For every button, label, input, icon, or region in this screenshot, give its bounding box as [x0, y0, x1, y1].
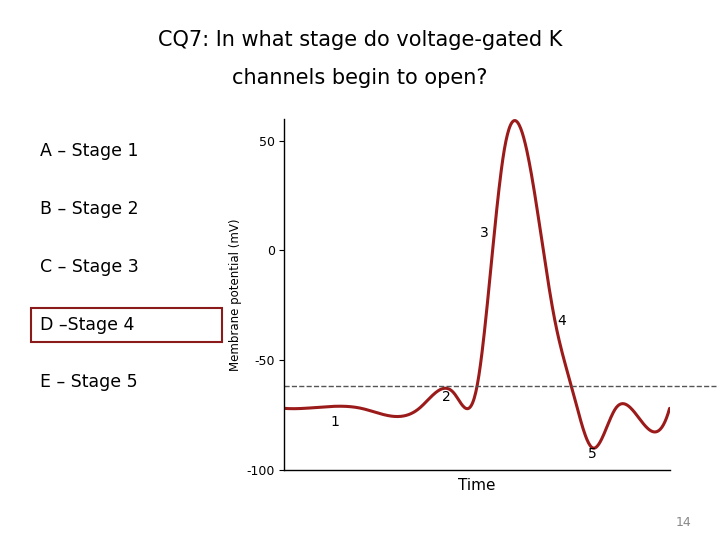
- Text: CQ7: In what stage do voltage-gated K: CQ7: In what stage do voltage-gated K: [158, 30, 562, 50]
- Y-axis label: Membrane potential (mV): Membrane potential (mV): [229, 218, 242, 370]
- Text: 2: 2: [442, 390, 451, 404]
- Text: B – Stage 2: B – Stage 2: [40, 200, 138, 218]
- Text: channels begin to open?: channels begin to open?: [233, 68, 487, 87]
- X-axis label: Time: Time: [458, 478, 496, 493]
- Text: C – Stage 3: C – Stage 3: [40, 258, 138, 276]
- Text: 1: 1: [330, 415, 339, 429]
- Text: 4: 4: [557, 314, 566, 328]
- Text: 5: 5: [588, 448, 597, 462]
- Text: D –Stage 4: D –Stage 4: [40, 315, 134, 334]
- Text: 14: 14: [675, 516, 691, 529]
- Text: E – Stage 5: E – Stage 5: [40, 373, 138, 392]
- Text: 3: 3: [480, 226, 489, 240]
- Text: A – Stage 1: A – Stage 1: [40, 142, 138, 160]
